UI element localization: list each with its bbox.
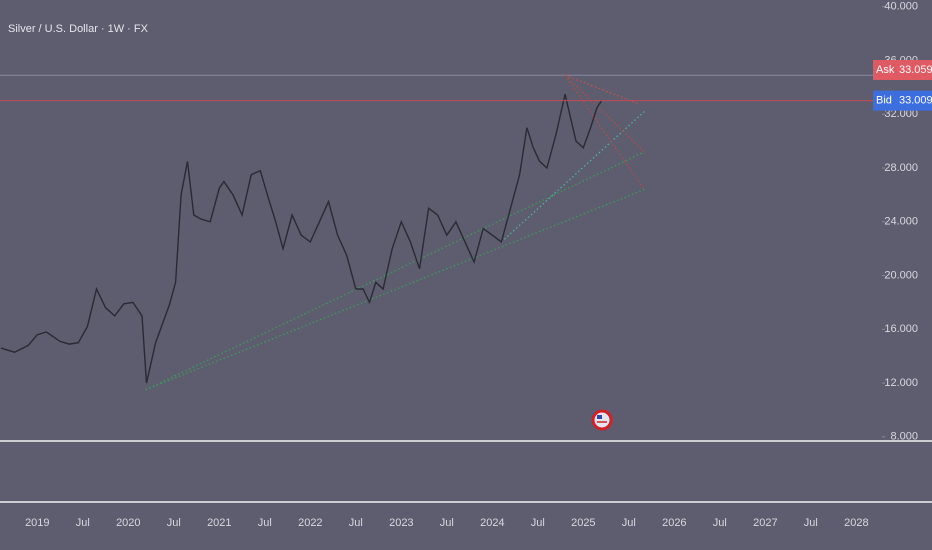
- x-tick-label: 2021: [207, 517, 231, 529]
- quote-value: 33.059: [899, 64, 932, 76]
- x-tick-label: 2023: [389, 517, 413, 529]
- trendline: [564, 74, 639, 105]
- quote-box: [897, 60, 932, 81]
- price-line: [0, 93, 603, 384]
- x-tick-label: 2027: [753, 517, 777, 529]
- x-tick-label: 2026: [662, 517, 686, 529]
- trendline: [145, 151, 645, 391]
- y-tick-label: 8.000: [890, 431, 918, 443]
- x-tick-label: Jul: [349, 517, 363, 529]
- y-tick-label: 40.000: [884, 1, 918, 13]
- x-tick-label: Jul: [713, 517, 727, 529]
- x-tick-label: Jul: [167, 517, 181, 529]
- y-tick-label: 20.000: [884, 269, 918, 281]
- x-tick-label: Jul: [531, 517, 545, 529]
- quote-value: 33.009: [899, 95, 932, 107]
- flag-icon: [591, 409, 613, 431]
- x-tick-label: Jul: [440, 517, 454, 529]
- y-tick-label: 32.000: [884, 108, 918, 120]
- y-tick-label: 12.000: [884, 377, 918, 389]
- x-tick-label: Jul: [258, 517, 272, 529]
- quote-label: Bid: [876, 95, 892, 107]
- x-tick-label: Jul: [622, 517, 636, 529]
- trendline: [145, 188, 645, 391]
- x-tick-label: Jul: [76, 517, 90, 529]
- x-tick-label: 2024: [480, 517, 504, 529]
- quote-box: [873, 90, 897, 111]
- trendline: [564, 74, 645, 153]
- y-tick-label: 16.000: [884, 323, 918, 335]
- trendline: [564, 74, 645, 190]
- x-tick-label: 2028: [844, 517, 868, 529]
- x-tick-label: 2022: [298, 517, 322, 529]
- quote-label: Ask: [876, 64, 895, 76]
- quote-box: [873, 60, 897, 81]
- quote-box: [897, 90, 932, 111]
- trendline: [500, 111, 645, 243]
- x-tick-label: Jul: [804, 517, 818, 529]
- y-tick-label: 28.000: [884, 162, 918, 174]
- x-tick-label: 2025: [571, 517, 595, 529]
- x-tick-label: 2020: [116, 517, 140, 529]
- chart-title: Silver / U.S. Dollar · 1W · FX: [8, 23, 149, 35]
- x-tick-label: 2019: [25, 517, 49, 529]
- y-tick-label: 24.000: [884, 216, 918, 228]
